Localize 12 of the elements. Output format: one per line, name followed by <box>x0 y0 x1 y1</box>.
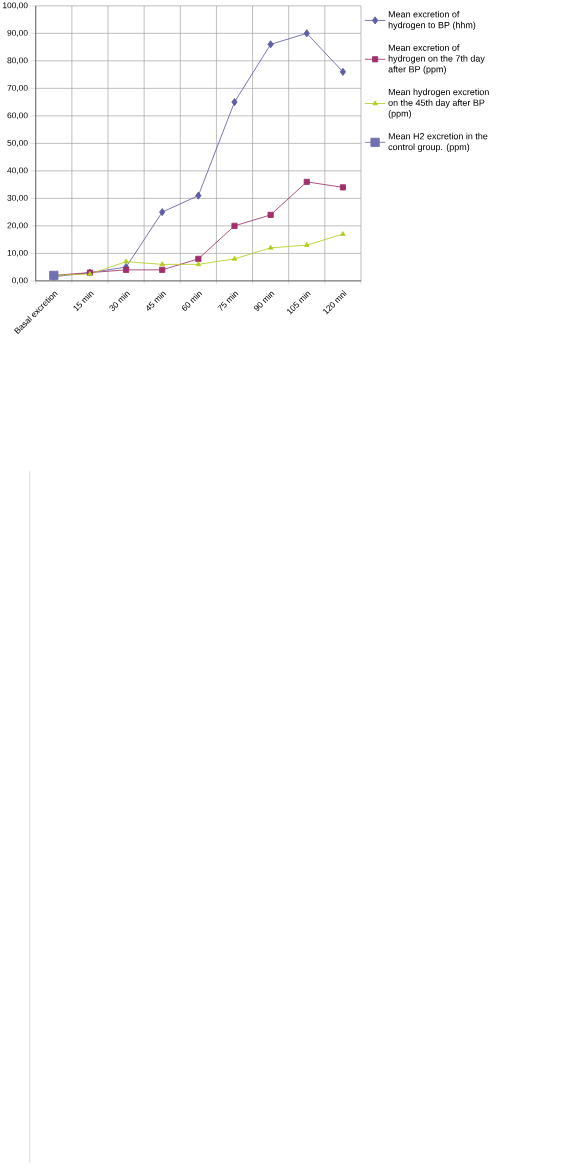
point <box>303 29 310 38</box>
point <box>231 98 238 107</box>
point <box>231 222 238 229</box>
point <box>195 191 202 200</box>
point <box>267 211 274 218</box>
point <box>159 208 166 217</box>
point <box>267 40 274 49</box>
point <box>339 184 346 191</box>
point <box>195 255 202 262</box>
point <box>339 67 346 76</box>
point <box>303 178 310 185</box>
point <box>159 266 166 273</box>
